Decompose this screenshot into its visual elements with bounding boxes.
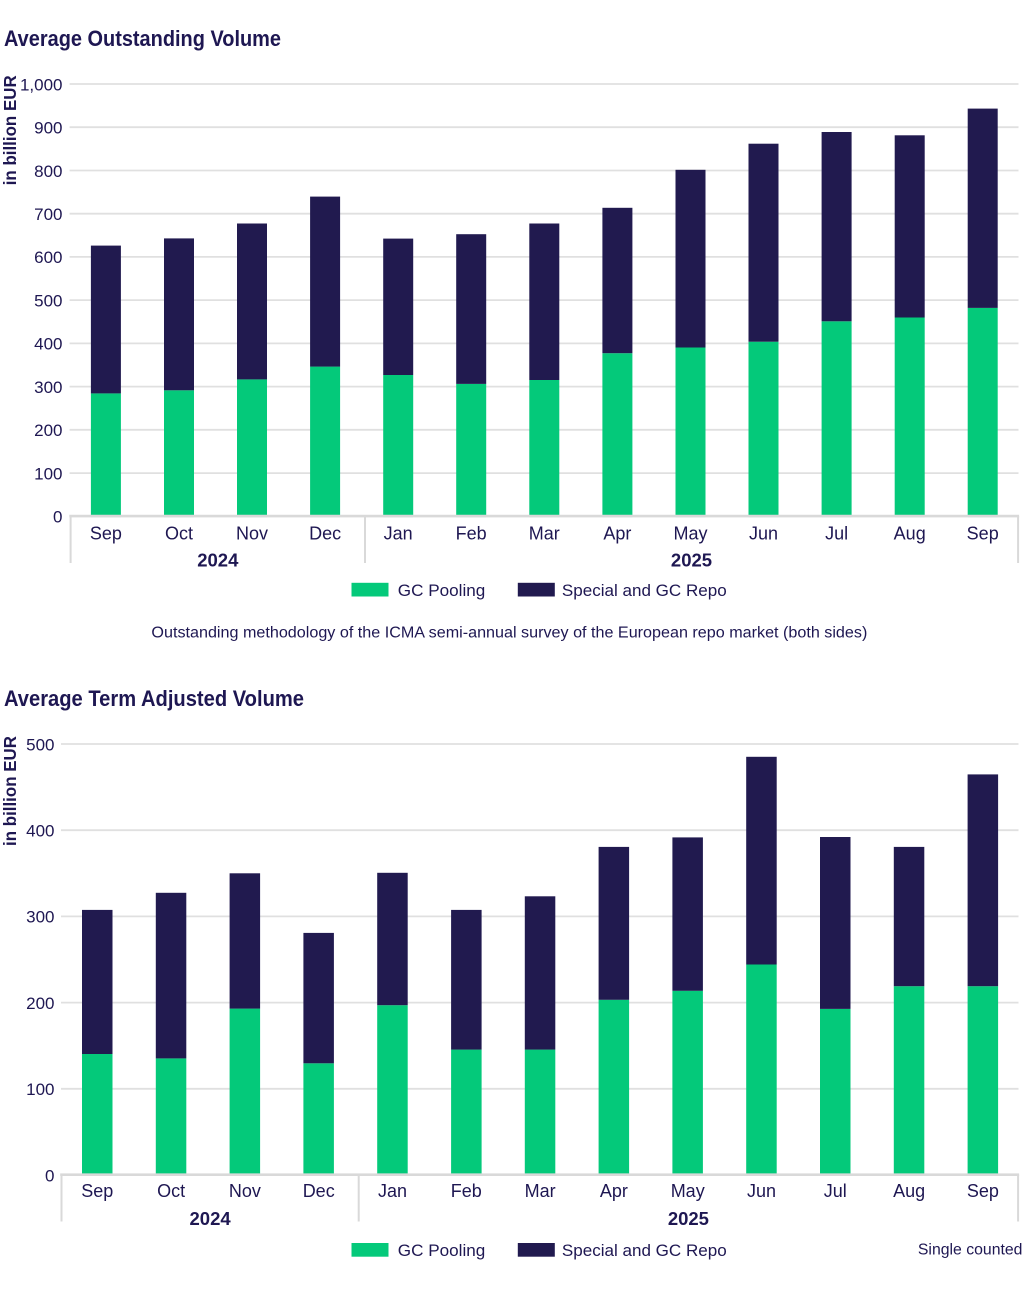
svg-text:Jul: Jul (825, 524, 848, 544)
svg-text:Dec: Dec (303, 1181, 335, 1201)
svg-text:Apr: Apr (600, 1181, 628, 1201)
svg-text:Sep: Sep (81, 1181, 113, 1201)
svg-text:Average Term Adjusted Volume: Average Term Adjusted Volume (4, 686, 304, 711)
svg-text:in billion EUR: in billion EUR (0, 75, 20, 185)
svg-text:100: 100 (34, 464, 62, 483)
svg-text:Average Outstanding Volume: Average Outstanding Volume (4, 26, 281, 51)
svg-text:900: 900 (34, 119, 62, 138)
svg-text:Aug: Aug (893, 1181, 925, 1201)
svg-text:Feb: Feb (456, 524, 487, 544)
svg-text:Mar: Mar (529, 524, 560, 544)
svg-text:Jun: Jun (749, 524, 778, 544)
svg-text:2024: 2024 (190, 1208, 232, 1229)
svg-text:Jul: Jul (824, 1181, 847, 1201)
svg-text:2025: 2025 (671, 550, 712, 571)
svg-text:700: 700 (34, 205, 62, 224)
svg-text:Sep: Sep (967, 524, 999, 544)
svg-text:Sep: Sep (90, 524, 122, 544)
svg-text:in billion EUR: in billion EUR (0, 736, 20, 846)
svg-text:1,000: 1,000 (20, 75, 63, 94)
svg-text:Special and GC Repo: Special and GC Repo (562, 1241, 727, 1260)
svg-text:Apr: Apr (603, 524, 631, 544)
svg-text:Outstanding methodology of the: Outstanding methodology of the ICMA semi… (151, 625, 867, 642)
svg-text:0: 0 (45, 1166, 54, 1185)
svg-text:600: 600 (34, 248, 62, 267)
svg-text:Special and GC Repo: Special and GC Repo (562, 581, 727, 600)
svg-text:800: 800 (34, 162, 62, 181)
svg-text:Jan: Jan (384, 524, 413, 544)
svg-text:Jun: Jun (747, 1181, 776, 1201)
svg-text:Sep: Sep (967, 1181, 999, 1201)
svg-text:Nov: Nov (236, 524, 268, 544)
svg-text:Jan: Jan (378, 1181, 407, 1201)
svg-text:Single counted: Single counted (918, 1241, 1023, 1258)
svg-text:Oct: Oct (165, 524, 193, 544)
svg-text:May: May (673, 524, 707, 544)
svg-text:Aug: Aug (894, 524, 926, 544)
svg-text:500: 500 (26, 735, 54, 754)
svg-text:200: 200 (34, 421, 62, 440)
svg-text:Dec: Dec (309, 524, 341, 544)
svg-text:100: 100 (26, 1080, 54, 1099)
svg-text:Mar: Mar (525, 1181, 556, 1201)
svg-text:Feb: Feb (451, 1181, 482, 1201)
svg-text:0: 0 (53, 508, 62, 527)
svg-text:GC Pooling: GC Pooling (398, 581, 486, 600)
svg-text:GC Pooling: GC Pooling (398, 1241, 486, 1260)
svg-text:Nov: Nov (229, 1181, 261, 1201)
svg-text:400: 400 (26, 822, 54, 841)
svg-text:500: 500 (34, 291, 62, 310)
svg-text:400: 400 (34, 335, 62, 354)
svg-text:2025: 2025 (668, 1208, 709, 1229)
svg-text:2024: 2024 (197, 550, 239, 571)
svg-text:300: 300 (26, 908, 54, 927)
svg-text:200: 200 (26, 994, 54, 1013)
svg-text:May: May (671, 1181, 705, 1201)
svg-text:300: 300 (34, 378, 62, 397)
svg-text:Oct: Oct (157, 1181, 185, 1201)
